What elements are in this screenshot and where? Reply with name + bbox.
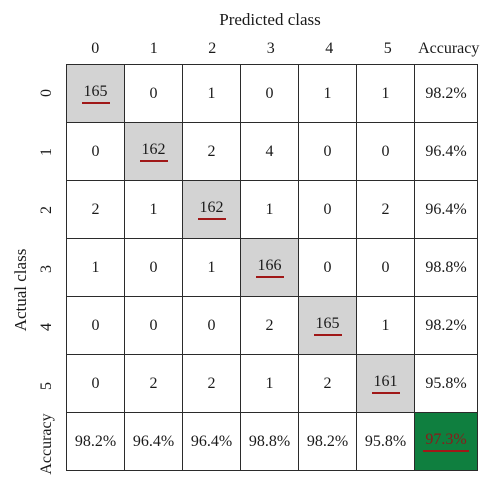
- matrix-row: 1 0 1 166 0 0 98.8%: [66, 238, 478, 297]
- matrix-cell: 2: [182, 122, 241, 181]
- row-header: 3: [38, 264, 55, 273]
- matrix-cell: 2: [298, 354, 357, 413]
- matrix-cell: 4: [240, 122, 299, 181]
- cell-value: 97.3%: [423, 431, 469, 452]
- matrix-cell: 0: [182, 296, 241, 355]
- cell-value: 161: [371, 373, 400, 394]
- matrix-cell: 1: [124, 180, 183, 239]
- matrix-cell: 0: [66, 122, 125, 181]
- confusion-matrix-table: 165 0 1 0 1 1 98.2% 0 162 2 4 0 0 96.4% 2 1 162 1 0 2 96.4% 1…: [66, 64, 478, 471]
- accuracy-cell: 98.8%: [414, 238, 478, 297]
- matrix-cell: 1: [356, 296, 415, 355]
- column-header: 3: [266, 40, 275, 57]
- cell-value: 162: [139, 141, 168, 162]
- matrix-row: 0 2 2 1 2 161 95.8%: [66, 354, 478, 413]
- column-header: 1: [149, 40, 158, 57]
- column-header: 5: [383, 40, 392, 57]
- matrix-row: 2 1 162 1 0 2 96.4%: [66, 180, 478, 239]
- cell-value: 166: [255, 257, 284, 278]
- matrix-cell: 1: [66, 238, 125, 297]
- row-header: 0: [38, 89, 55, 98]
- matrix-cell-diagonal: 162: [182, 180, 241, 239]
- matrix-cell: 1: [298, 64, 357, 123]
- accuracy-cell: 98.8%: [240, 412, 299, 471]
- matrix-cell: 1: [240, 180, 299, 239]
- matrix-cell: 0: [298, 180, 357, 239]
- matrix-row: 98.2% 96.4% 96.4% 98.8% 98.2% 95.8% 97.3%: [66, 412, 478, 471]
- accuracy-cell: 96.4%: [182, 412, 241, 471]
- matrix-cell: 0: [356, 238, 415, 297]
- overall-accuracy-cell: 97.3%: [414, 412, 478, 471]
- matrix-cell: 0: [66, 354, 125, 413]
- matrix-cell-diagonal: 166: [240, 238, 299, 297]
- matrix-row: 165 0 1 0 1 1 98.2%: [66, 64, 478, 123]
- y-axis-title: Actual class: [11, 248, 30, 332]
- accuracy-cell: 98.2%: [414, 296, 478, 355]
- matrix-cell: 0: [66, 296, 125, 355]
- x-axis-title: Predicted class: [219, 10, 321, 29]
- matrix-cell-diagonal: 162: [124, 122, 183, 181]
- matrix-cell: 2: [182, 354, 241, 413]
- matrix-cell: 0: [298, 238, 357, 297]
- row-header: Accuracy: [38, 413, 55, 475]
- matrix-cell: 2: [66, 180, 125, 239]
- matrix-cell: 1: [356, 64, 415, 123]
- accuracy-cell: 98.2%: [66, 412, 125, 471]
- accuracy-cell: 98.2%: [414, 64, 478, 123]
- matrix-cell: 0: [298, 122, 357, 181]
- row-header: 4: [38, 323, 55, 332]
- matrix-row: 0 162 2 4 0 0 96.4%: [66, 122, 478, 181]
- accuracy-cell: 96.4%: [414, 122, 478, 181]
- row-header: 1: [38, 147, 55, 156]
- row-header: 5: [38, 381, 55, 390]
- cell-value: 162: [197, 199, 226, 220]
- matrix-row: 0 0 0 2 165 1 98.2%: [66, 296, 478, 355]
- accuracy-cell: 96.4%: [414, 180, 478, 239]
- matrix-cell: 0: [124, 64, 183, 123]
- matrix-cell: 1: [182, 64, 241, 123]
- matrix-cell-diagonal: 165: [66, 64, 125, 123]
- row-header: 2: [38, 206, 55, 215]
- matrix-cell: 0: [356, 122, 415, 181]
- matrix-cell-diagonal: 161: [356, 354, 415, 413]
- column-header: 2: [208, 40, 217, 57]
- accuracy-cell: 95.8%: [414, 354, 478, 413]
- cell-value: 165: [81, 83, 110, 104]
- column-header: 0: [91, 40, 100, 57]
- column-header: 4: [325, 40, 334, 57]
- column-header: Accuracy: [418, 40, 480, 57]
- matrix-cell: 0: [240, 64, 299, 123]
- matrix-cell-diagonal: 165: [298, 296, 357, 355]
- accuracy-cell: 95.8%: [356, 412, 415, 471]
- accuracy-cell: 98.2%: [298, 412, 357, 471]
- matrix-cell: 0: [124, 296, 183, 355]
- matrix-cell: 2: [124, 354, 183, 413]
- matrix-cell: 2: [240, 296, 299, 355]
- cell-value: 165: [313, 315, 342, 336]
- matrix-cell: 1: [240, 354, 299, 413]
- accuracy-cell: 96.4%: [124, 412, 183, 471]
- matrix-cell: 1: [182, 238, 241, 297]
- matrix-cell: 0: [124, 238, 183, 297]
- matrix-cell: 2: [356, 180, 415, 239]
